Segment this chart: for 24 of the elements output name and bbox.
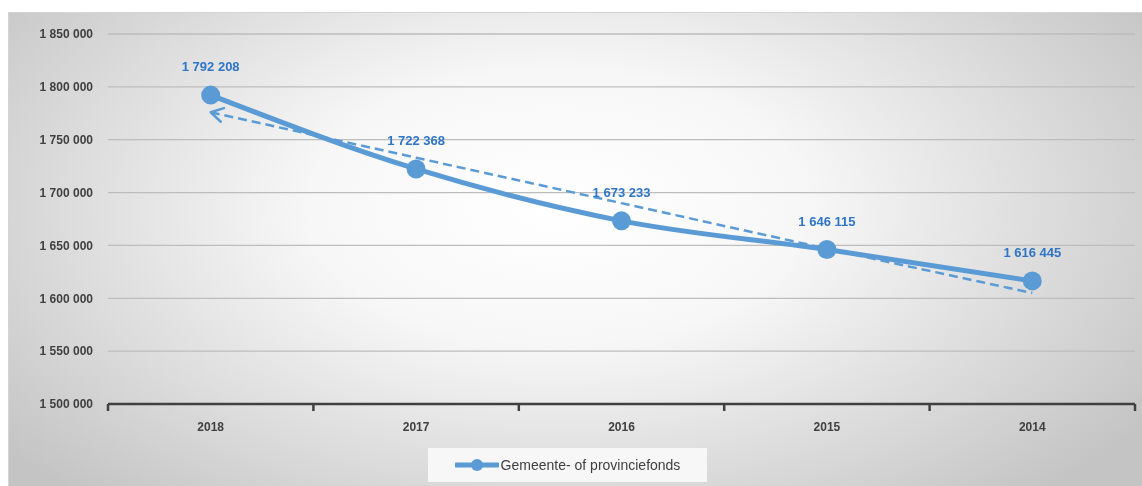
point [201, 85, 221, 105]
y-tick-label: 1 700 000 [39, 185, 94, 200]
x-tick-label: 2015 [813, 420, 841, 434]
y-tick-label: 1 800 000 [39, 80, 94, 95]
data-label: 1 646 115 [798, 213, 856, 229]
data-label: 1 616 445 [1003, 244, 1062, 260]
x-tick-label: 2016 [608, 420, 636, 434]
data-label: 1 792 208 [181, 59, 240, 75]
x-tick-label: 2017 [402, 420, 430, 434]
point [406, 159, 426, 179]
y-tick-label: 1 750 000 [39, 132, 94, 147]
point [612, 211, 631, 231]
y-tick-label: 1 650 000 [39, 238, 94, 253]
point [817, 240, 837, 260]
point [1022, 271, 1042, 291]
y-tick-label: 1 500 000 [39, 397, 94, 412]
x-tick-label: 2018 [197, 420, 225, 434]
x-tick-label: 2014 [1018, 420, 1046, 434]
y-tick-label: 1 850 000 [39, 27, 94, 42]
y-tick-label: 1 600 000 [39, 291, 94, 306]
y-tick-label: 1 550 000 [39, 344, 94, 359]
legend-label: Gemeente- of provinciefonds [500, 457, 681, 473]
data-label: 1 673 233 [592, 184, 651, 200]
data-label: 1 722 368 [387, 132, 446, 148]
